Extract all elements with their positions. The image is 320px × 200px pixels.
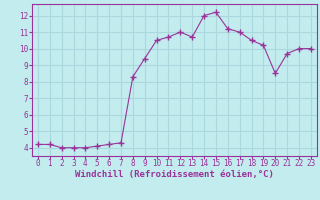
X-axis label: Windchill (Refroidissement éolien,°C): Windchill (Refroidissement éolien,°C) [75, 170, 274, 179]
